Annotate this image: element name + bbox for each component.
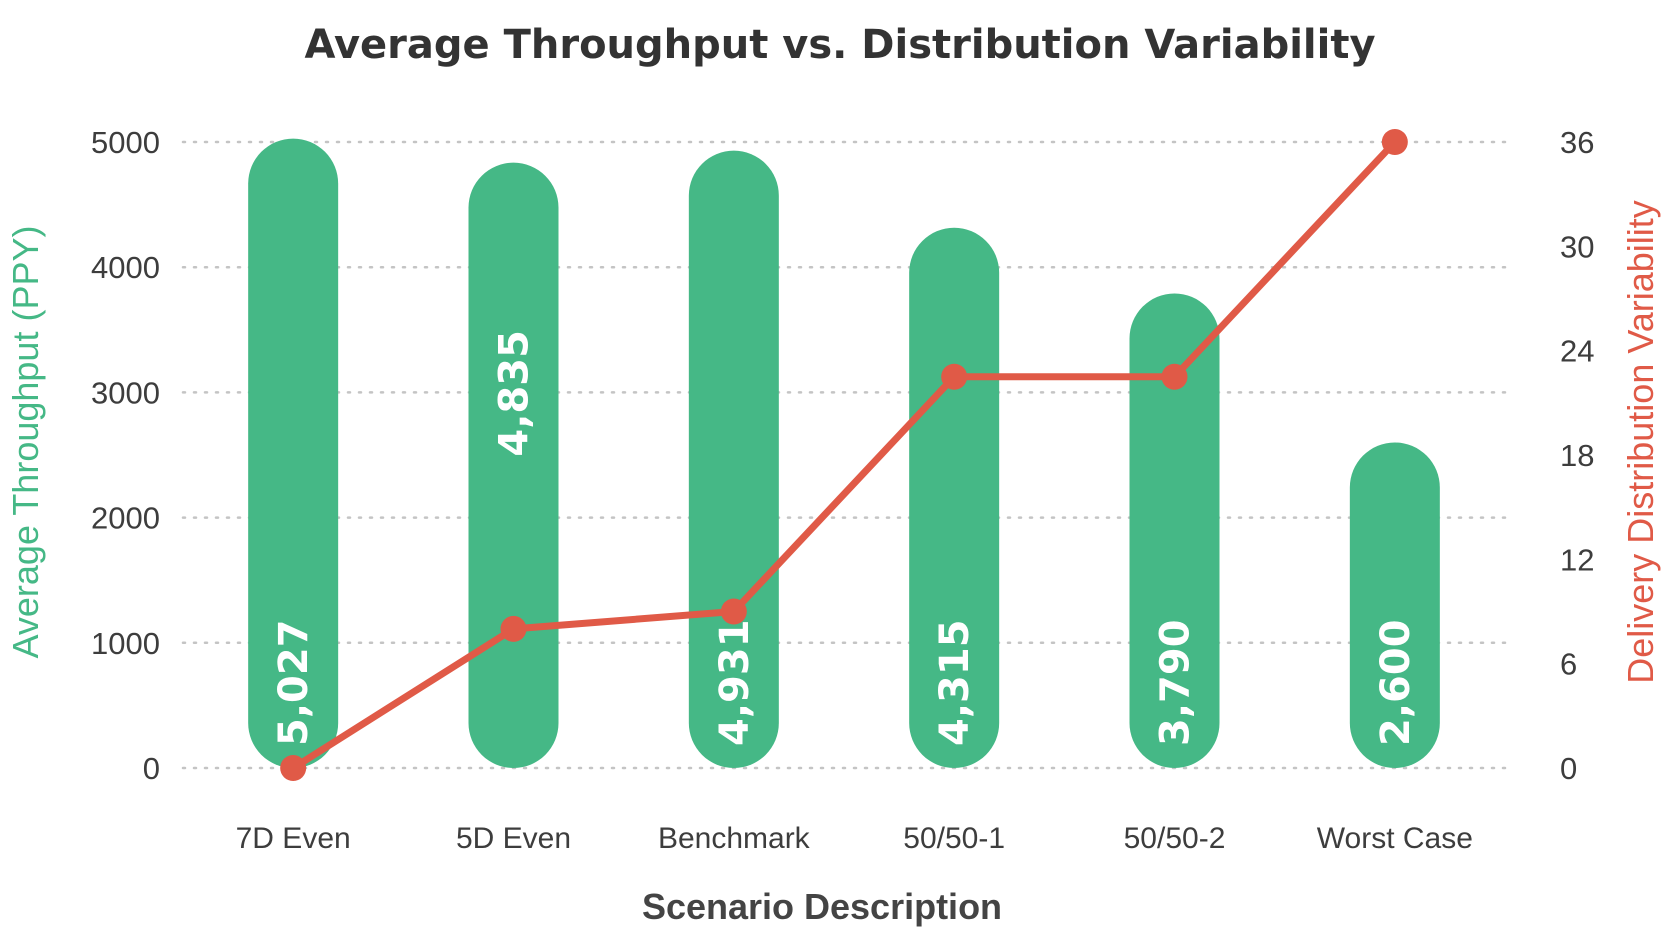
x-axis-ticks: 7D Even 5D Even Benchmark 50/50-1 50/50-2 Wor… (236, 822, 1473, 855)
y-tick-label: 5000 (91, 125, 160, 160)
bar-value-label: 4,315 (932, 619, 978, 746)
y-tick-label: 2000 (91, 501, 160, 536)
grid (181, 140, 1507, 770)
y2-tick-label: 30 (1560, 229, 1594, 264)
bar-value-label: 4,835 (492, 330, 538, 457)
y2-tick-label: 12 (1560, 542, 1594, 577)
x-tick-label: Worst Case (1317, 822, 1473, 855)
x-tick-label: 50/50-2 (1124, 822, 1226, 855)
x-tick-label: 5D Even (456, 822, 571, 855)
y2-tick-label: 24 (1560, 334, 1594, 369)
y-tick-label: 3000 (91, 375, 160, 410)
line-series (280, 129, 1408, 781)
y2-tick-label: 18 (1560, 438, 1594, 473)
x-tick-label: 7D Even (236, 822, 351, 855)
chart-title: Average Throughput vs. Distribution Vari… (304, 22, 1375, 68)
bar (909, 227, 1000, 769)
line-path (289, 138, 1399, 772)
line-point (941, 363, 968, 390)
y-tick-label: 0 (143, 751, 160, 786)
bar-value-label: 2,600 (1373, 619, 1419, 746)
y-tick-label: 1000 (91, 626, 160, 661)
y2-axis-title: Delivery Distribution Variability (1620, 200, 1661, 684)
line-point (1161, 363, 1188, 390)
line-point (720, 598, 747, 625)
y2-tick-label: 0 (1560, 751, 1577, 786)
bar-value-label: 3,790 (1153, 619, 1199, 746)
x-axis-title: Scenario Description (642, 886, 1002, 927)
bar (248, 138, 339, 769)
bar (468, 162, 559, 769)
line-point (1381, 129, 1408, 155)
bar (1349, 442, 1440, 769)
bar-labels: 5,027 4,835 4,931 4,315 3,790 2,600 (271, 330, 1419, 746)
y-axis-title: Average Throughput (PPY) (5, 226, 46, 659)
line-point (500, 615, 527, 642)
x-tick-label: 50/50-1 (903, 822, 1005, 855)
bar-value-label: 5,027 (271, 619, 317, 746)
y2-tick-label: 36 (1560, 125, 1594, 160)
bars (248, 138, 1440, 769)
bar-value-label: 4,931 (712, 619, 758, 746)
x-tick-label: Benchmark (658, 822, 811, 855)
y-axis-ticks: 0 1000 2000 3000 4000 5000 (91, 125, 160, 786)
bar (1129, 293, 1220, 769)
y2-tick-label: 6 (1560, 647, 1577, 682)
y-tick-label: 4000 (91, 250, 160, 285)
y2-axis-ticks: 0 6 12 18 24 30 36 (1560, 125, 1594, 786)
line-point (280, 755, 307, 781)
